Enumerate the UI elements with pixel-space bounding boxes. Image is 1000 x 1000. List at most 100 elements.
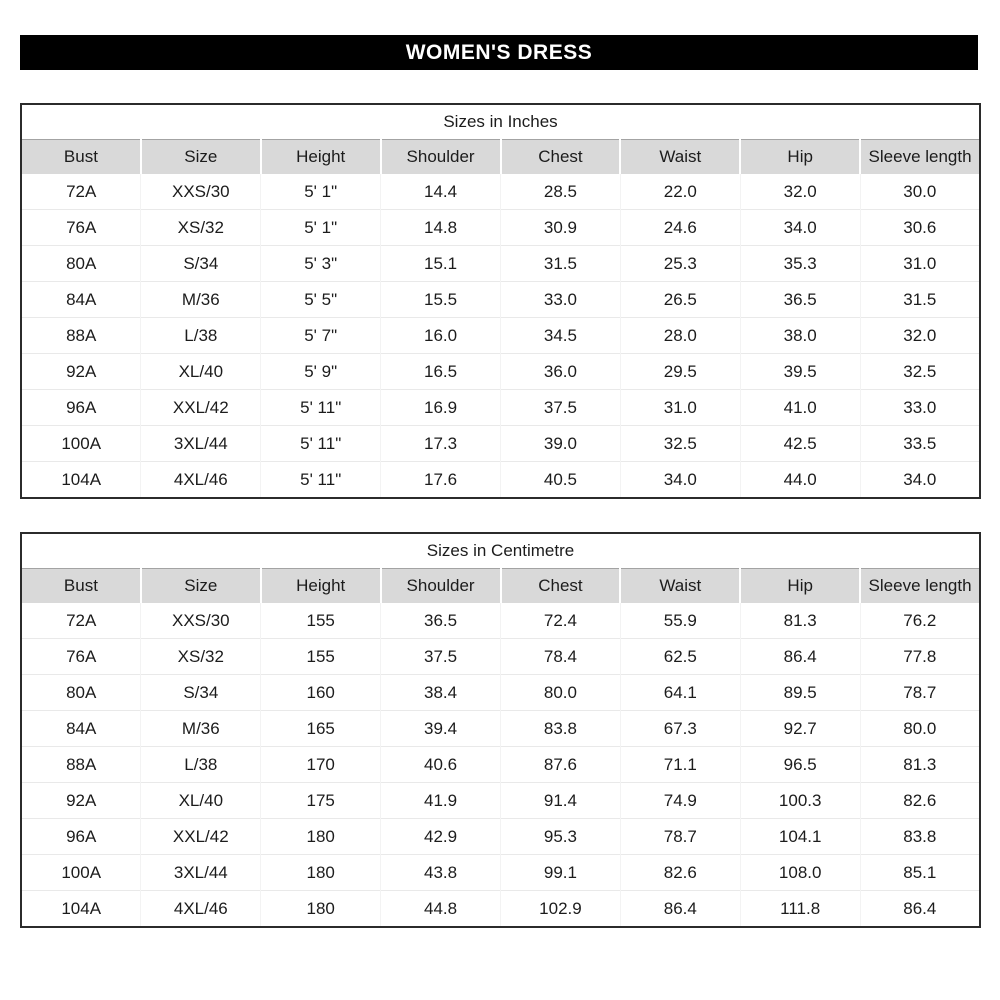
table-title-row: Sizes in Centimetre [21,533,980,569]
table-cell: 95.3 [500,818,621,855]
table-cell: 37.5 [380,638,501,675]
table-cell: L/38 [140,746,261,783]
table-cell: 17.6 [380,461,501,498]
table-cell: 155 [260,603,381,639]
table-cell: 3XL/44 [140,854,261,891]
table-cell: 5' 5" [260,281,381,318]
table-row: 76A XS/32 155 37.5 78.4 62.5 86.4 77.8 [21,638,980,675]
table-cell: 96A [21,818,141,855]
table-cell: 5' 3" [260,245,381,282]
column-header-chest: Chest [499,139,621,174]
table-cell: 5' 7" [260,317,381,354]
table-cell: 92.7 [739,710,861,747]
table-cell: 80.0 [500,674,621,711]
table-cell: 180 [260,890,381,927]
table-cell: 96.5 [739,746,861,783]
table-cell: 42.9 [380,818,501,855]
table-row: 88A L/38 5' 7" 16.0 34.5 28.0 38.0 32.0 [21,317,980,354]
table-cell: 38.4 [380,674,501,711]
table-cell: 32.5 [619,425,741,462]
table-cell: 88A [21,317,141,354]
table-cell: L/38 [140,317,261,354]
table-cell: 72.4 [500,603,621,639]
table-row: 100A 3XL/44 5' 11" 17.3 39.0 32.5 42.5 33.5 [21,425,980,462]
table-cell: 42.5 [739,425,861,462]
table-cell: 16.9 [380,389,501,426]
column-header-shoulder: Shoulder [379,568,501,603]
table-cell: 76.2 [859,603,980,639]
table-cell: 5' 1" [260,174,381,210]
table-cell: 5' 11" [260,389,381,426]
table-cell: 92A [21,782,141,819]
table-cell: 81.3 [859,746,980,783]
table-cell: 62.5 [619,638,741,675]
table-cell: XXS/30 [140,603,261,639]
table-cell: 76A [21,209,141,246]
table-cell: 160 [260,674,381,711]
table-cell: 104A [21,461,141,498]
table-cell: 32.0 [859,317,980,354]
table-cell: 104A [21,890,141,927]
table-title: Sizes in Centimetre [21,533,980,569]
table-row: 96A XXL/42 180 42.9 95.3 78.7 104.1 83.8 [21,818,980,855]
column-header-sleeve-length: Sleeve length [859,568,980,603]
table-cell: 91.4 [500,782,621,819]
table-cell: 82.6 [859,782,980,819]
column-header-sleeve-length: Sleeve length [859,139,980,174]
table-row: 80A S/34 5' 3" 15.1 31.5 25.3 35.3 31.0 [21,245,980,282]
table-cell: XS/32 [140,638,261,675]
table-cell: 34.5 [500,317,621,354]
table-cell: 100.3 [739,782,861,819]
table-title: Sizes in Inches [21,104,980,140]
table-cell: 71.1 [619,746,741,783]
table-cell: 43.8 [380,854,501,891]
table-cell: 39.0 [500,425,621,462]
table-cell: 31.0 [619,389,741,426]
table-cell: 44.8 [380,890,501,927]
table-cell: 40.5 [500,461,621,498]
table-cell: 104.1 [739,818,861,855]
column-header-chest: Chest [499,568,621,603]
table-cell: 108.0 [739,854,861,891]
table-cell: 175 [260,782,381,819]
table-cell: 88A [21,746,141,783]
sizes-in-centimetre-table: Sizes in Centimetre Bust Size Height Should… [20,532,981,928]
table-cell: 35.3 [739,245,861,282]
table-cell: 17.3 [380,425,501,462]
table-cell: 26.5 [619,281,741,318]
table-cell: 33.0 [500,281,621,318]
table-cell: XS/32 [140,209,261,246]
table-cell: 165 [260,710,381,747]
sizes-in-inches-table: Sizes in Inches Bust Size Height Shoulder Ch… [20,103,981,499]
table-cell: 84A [21,281,141,318]
table-cell: 83.8 [500,710,621,747]
table-cell: 4XL/46 [140,461,261,498]
table-cell: 34.0 [859,461,980,498]
column-header-hip: Hip [739,568,861,603]
page-title: WOMEN'S DRESS [405,40,593,64]
table-title-row: Sizes in Inches [21,104,980,140]
column-header-bust: Bust [21,139,141,174]
table-cell: 87.6 [500,746,621,783]
column-header-bust: Bust [21,568,141,603]
table-cell: 77.8 [859,638,980,675]
table-cell: 33.0 [859,389,980,426]
table-cell: 31.5 [859,281,980,318]
table-cell: 99.1 [500,854,621,891]
column-header-size: Size [139,568,261,603]
table-cell: 29.5 [619,353,741,390]
table-cell: 36.5 [380,603,501,639]
banner: WOMEN'S DRESS [20,35,978,70]
table-cell: 15.5 [380,281,501,318]
column-header-height: Height [259,139,381,174]
table-cell: 92A [21,353,141,390]
table-cell: 15.1 [380,245,501,282]
table-cell: XL/40 [140,782,261,819]
table-cell: 85.1 [859,854,980,891]
column-header-shoulder: Shoulder [379,139,501,174]
table-cell: 39.4 [380,710,501,747]
table-cell: 30.6 [859,209,980,246]
table-cell: 14.4 [380,174,501,210]
table-cell: 100A [21,425,141,462]
column-header-waist: Waist [619,568,741,603]
